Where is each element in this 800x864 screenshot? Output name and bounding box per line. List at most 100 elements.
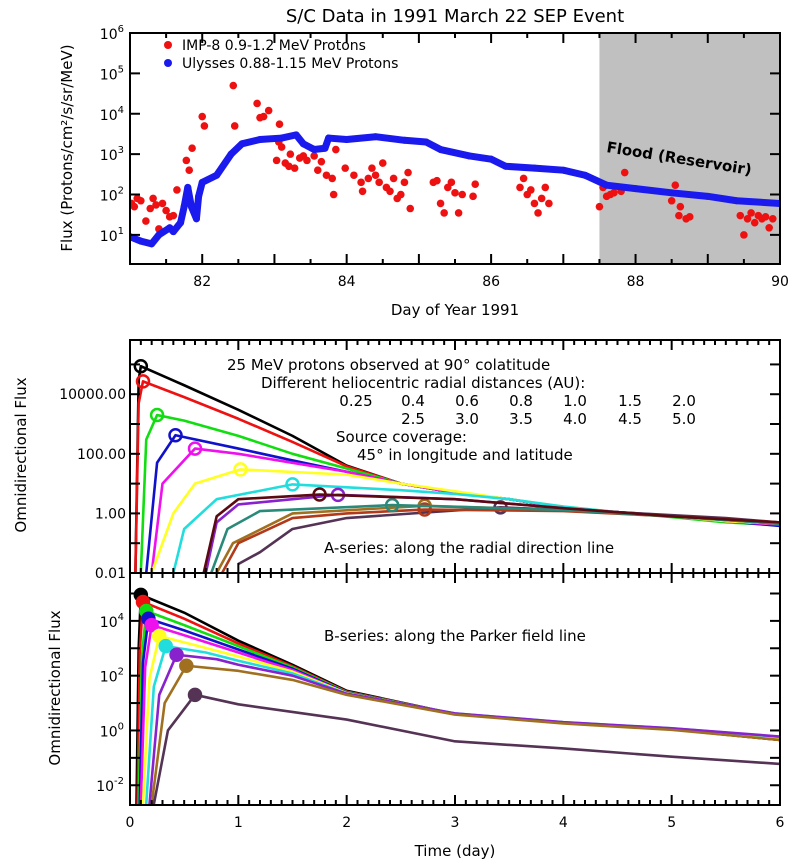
ulysses-data-point: [530, 164, 538, 172]
y-tick-label: 10-2: [96, 776, 124, 795]
imp8-data-point: [667, 196, 676, 205]
y-tick-base: 10: [100, 670, 118, 686]
y-tick-base: 10: [100, 148, 118, 164]
distance-legend-0.25: 0.25: [339, 392, 372, 410]
y-tick-label: 102: [100, 186, 124, 205]
peak-marker-series-7: [169, 647, 184, 663]
curve-5-0: [202, 493, 780, 573]
peak-marker-series-6: [158, 638, 173, 654]
distance-legend-1.5: 1.5: [618, 392, 642, 410]
imp8-data-point: [610, 189, 618, 197]
ulysses-data-point: [465, 152, 473, 160]
imp8-data-point: [130, 202, 139, 211]
imp8-data-point: [541, 183, 550, 192]
ulysses-data-point: [198, 178, 206, 186]
ulysses-data-point: [155, 231, 163, 239]
peak-marker-5-0: [312, 487, 327, 502]
ulysses-data-point: [238, 140, 246, 148]
ulysses-data-point: [372, 133, 380, 141]
ulysses-data-point: [632, 185, 640, 193]
ulysses-data-point: [299, 140, 307, 148]
ulysses-data-point: [256, 136, 264, 144]
y-tick-label: 0.01: [95, 566, 126, 582]
imp8-data-point: [185, 166, 194, 174]
y-tick-label: 1.00: [95, 506, 126, 522]
imp8-data-point: [158, 199, 167, 208]
imp8-data-point: [341, 164, 350, 172]
distance-legend: 0.25 0.4 0.6 0.8 1.0 1.5 2.0 2.5 3.0 3.5 4.0 4.5 5.0: [339, 392, 696, 428]
distance-legend-3.5: 3.5: [509, 410, 533, 428]
ulysses-data-point: [603, 181, 611, 189]
ulysses-data-point: [487, 155, 495, 163]
imp8-data-point: [277, 143, 286, 151]
imp8-data-point: [303, 156, 311, 165]
y-tick-exponent: 1: [118, 226, 124, 237]
imp8-data-point: [200, 122, 209, 130]
imp8-data-point: [620, 168, 629, 177]
top-ylabel: Flux (Protons/cm²/s/sr/MeV): [58, 44, 76, 251]
bottom-xlabel: Time (day): [414, 842, 496, 860]
ulysses-data-point: [137, 237, 145, 245]
chart-title: S/C Data in 1991 March 22 SEP Event: [286, 6, 624, 27]
x-tick-label: 86: [482, 274, 500, 290]
imp8-data-point: [169, 211, 178, 220]
imp8-data-point: [264, 106, 273, 115]
ulysses-data-point: [321, 144, 329, 152]
imp8-data-point: [149, 194, 157, 203]
y-tick-base: 10: [100, 724, 118, 740]
ulysses-data-point: [177, 219, 185, 227]
plot-area: [130, 33, 780, 264]
imp8-data-point: [671, 181, 680, 189]
peak-marker-series-4: [144, 617, 159, 633]
imp8-data-point: [371, 171, 380, 180]
ulysses-data-point: [502, 162, 510, 170]
imp8-data-point: [534, 209, 542, 217]
ulysses-data-point: [325, 134, 333, 142]
imp8-data-point: [275, 120, 284, 129]
y-tick-exponent: -2: [114, 776, 124, 787]
ulysses-data-trace: [130, 131, 780, 248]
x-tick-label: 82: [193, 274, 211, 290]
ulysses-data-point: [148, 240, 156, 248]
y-tick-exponent: 2: [118, 186, 124, 197]
plot-frame: [129, 32, 781, 265]
imp8-data-point: [471, 180, 480, 188]
x-tick-label: 90: [771, 274, 789, 290]
panel-b-ylabel: Omnidirectional Flux: [46, 610, 64, 765]
ulysses-data-point: [292, 131, 300, 139]
imp8-data-point: [469, 192, 477, 201]
y-tick-exponent: 6: [118, 24, 124, 35]
plot-area: [133, 587, 780, 805]
imp8-data-point: [747, 209, 755, 217]
peak-marker-1-5: [233, 462, 248, 477]
imp8-data-point: [378, 159, 387, 167]
imp8-data-point: [253, 99, 261, 108]
imp8-data-point: [286, 150, 295, 158]
imp8-data-point: [765, 223, 773, 232]
x-tick-label: 84: [338, 274, 356, 290]
distance-legend-2.5: 2.5: [401, 410, 425, 428]
annotation-line3: Source coverage:: [336, 428, 467, 446]
peak-marker-4-5: [384, 497, 400, 513]
ulysses-data-point: [184, 183, 192, 191]
y-tick-exponent: 0: [118, 721, 124, 732]
imp8-data-point: [198, 112, 207, 121]
distance-legend-4.0: 4.0: [563, 410, 587, 428]
imp8-data-point: [272, 156, 281, 165]
y-tick-label: 106: [100, 24, 124, 43]
curve-series-6: [144, 644, 780, 805]
imp8-data-point: [332, 145, 340, 154]
distance-legend-0.8: 0.8: [509, 392, 533, 410]
imp8-data-point: [322, 171, 331, 180]
y-tick-exponent: 3: [118, 145, 124, 156]
x-tick-label: 1: [234, 815, 243, 831]
imp8-data-point: [364, 174, 373, 183]
y-tick-exponent: 4: [118, 105, 124, 116]
distance-legend-2.0: 2.0: [672, 392, 696, 410]
imp8-data-point: [675, 211, 683, 220]
imp8-data-point: [451, 189, 459, 197]
imp8-data-point: [676, 202, 685, 211]
plot-area: [133, 358, 780, 573]
